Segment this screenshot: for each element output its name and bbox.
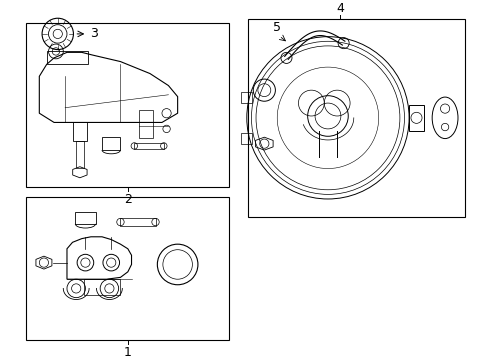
Bar <box>72 122 87 141</box>
Text: 5: 5 <box>273 21 281 34</box>
Bar <box>120 219 155 226</box>
Text: 1: 1 <box>123 346 131 359</box>
Bar <box>408 105 423 131</box>
Bar <box>75 212 95 224</box>
Bar <box>241 132 252 144</box>
Bar <box>134 143 163 149</box>
Bar <box>76 141 83 168</box>
Text: 2: 2 <box>123 193 131 206</box>
Bar <box>102 137 120 150</box>
Text: 4: 4 <box>335 1 343 14</box>
Bar <box>26 197 229 340</box>
Bar <box>26 23 229 187</box>
Bar <box>241 92 252 103</box>
Bar <box>139 111 152 138</box>
Text: 3: 3 <box>90 27 98 40</box>
Bar <box>247 19 465 216</box>
Bar <box>46 51 88 64</box>
Bar <box>83 279 120 295</box>
